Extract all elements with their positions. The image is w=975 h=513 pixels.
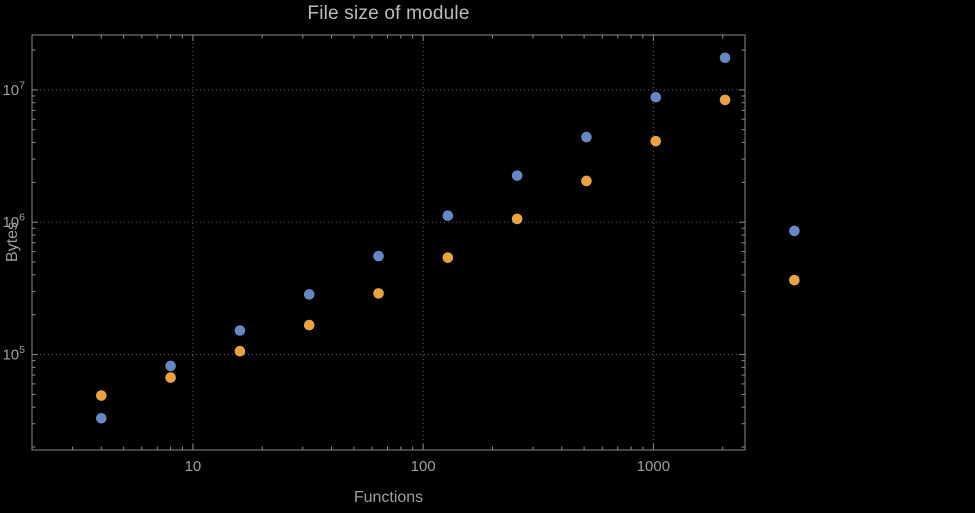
data-point-blue-series — [650, 91, 662, 103]
data-point-orange-series — [234, 345, 246, 357]
data-point-blue-series — [373, 250, 384, 262]
data-point-blue-series — [581, 131, 592, 143]
x-tick-label: 100 — [411, 458, 436, 475]
data-point-blue-series — [789, 225, 800, 237]
data-point-blue-series — [719, 52, 731, 64]
data-point-orange-series — [165, 372, 176, 383]
data-point-orange-series — [373, 288, 384, 299]
data-point-blue-series — [234, 325, 246, 336]
plot-frame — [31, 34, 746, 451]
data-point-orange-series — [442, 252, 454, 263]
data-point-blue-series — [511, 170, 523, 181]
data-point-orange-series — [650, 135, 662, 147]
y-axis-label: Bytes — [4, 221, 21, 263]
data-point-orange-series — [789, 274, 800, 286]
x-tick-label: 1000 — [637, 458, 670, 475]
data-point-orange-series — [96, 390, 107, 401]
x-tick-label: 10 — [185, 458, 202, 475]
x-axis-label: Functions — [353, 489, 424, 506]
data-point-orange-series — [511, 213, 523, 225]
data-point-blue-series — [165, 360, 176, 372]
y-tick-label: 105 — [2, 344, 25, 364]
data-point-orange-series — [303, 319, 315, 331]
chart-title: File size of module — [307, 3, 470, 24]
data-point-blue-series — [96, 412, 107, 424]
y-tick-label: 107 — [2, 79, 25, 99]
data-point-orange-series — [581, 175, 592, 187]
data-point-orange-series — [719, 94, 731, 106]
data-point-blue-series — [303, 289, 315, 300]
data-point-blue-series — [442, 210, 454, 222]
